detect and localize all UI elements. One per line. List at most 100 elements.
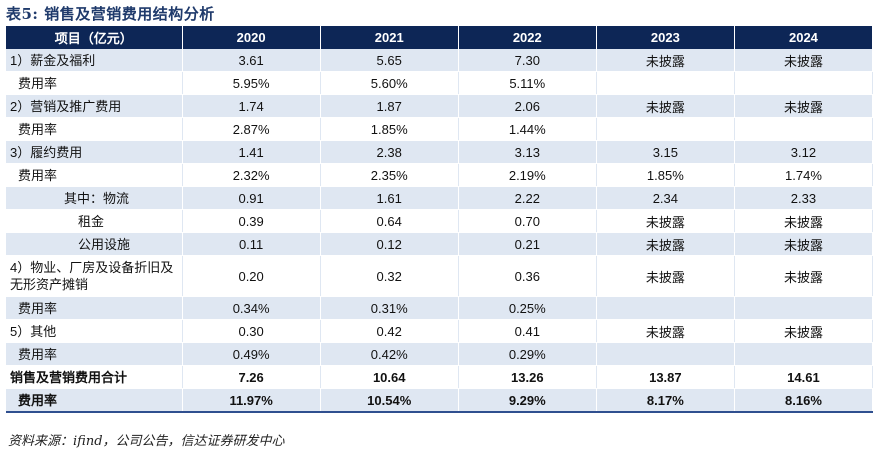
row-label: 4）物业、厂房及设备折旧及无形资产摊销	[6, 255, 183, 297]
cell: 未披露	[596, 49, 735, 72]
header-2020: 2020	[182, 26, 321, 49]
cell	[596, 117, 735, 141]
cell: 5.60%	[320, 71, 459, 95]
cell: 未披露	[596, 94, 735, 118]
table-row-total: 销售及营销费用合计 7.26 10.64 13.26 13.87 14.61	[6, 365, 874, 389]
cell: 1.41	[182, 140, 321, 164]
cell: 0.31%	[320, 296, 459, 320]
cell: 3.12	[734, 140, 874, 164]
cell: 2.33	[734, 186, 874, 210]
cell: 3.15	[596, 140, 735, 164]
table-row: 公用设施 0.11 0.12 0.21 未披露 未披露	[6, 232, 874, 256]
cell	[734, 71, 874, 95]
cell: 0.36	[458, 255, 597, 297]
cell	[734, 117, 874, 141]
cell: 14.61	[734, 365, 874, 389]
cell: 2.22	[458, 186, 597, 210]
row-label: 5）其他	[6, 319, 183, 343]
header-2023: 2023	[596, 26, 735, 49]
cell: 0.39	[182, 209, 321, 233]
table-row: 1）薪金及福利 3.61 5.65 7.30 未披露 未披露	[6, 49, 874, 72]
cell: 3.61	[182, 49, 321, 72]
cell: 0.21	[458, 232, 597, 256]
cell: 0.70	[458, 209, 597, 233]
row-label: 公用设施	[6, 232, 183, 256]
cell: 2.19%	[458, 163, 597, 187]
cell: 1.85%	[320, 117, 459, 141]
source-note: 资料来源：ifind，公司公告，信达证券研发中心	[8, 434, 285, 449]
cell: 11.97%	[182, 388, 321, 413]
table-row: 费用率 2.87% 1.85% 1.44%	[6, 117, 874, 141]
table-header-row: 项目（亿元） 2020 2021 2022 2023 2024	[6, 26, 874, 49]
cell: 8.17%	[596, 388, 735, 413]
cell	[734, 296, 874, 320]
cell: 1.87	[320, 94, 459, 118]
cell: 2.87%	[182, 117, 321, 141]
cell: 0.32	[320, 255, 459, 297]
table-row: 费用率 0.49% 0.42% 0.29%	[6, 342, 874, 366]
cell: 2.32%	[182, 163, 321, 187]
header-2024: 2024	[734, 26, 874, 49]
header-2021: 2021	[320, 26, 459, 49]
header-2022: 2022	[458, 26, 597, 49]
cell: 未披露	[596, 319, 735, 343]
table-caption: 表5: 销售及营销费用结构分析	[6, 5, 215, 23]
cell: 1.74%	[734, 163, 874, 187]
row-label: 费用率	[6, 296, 183, 320]
row-label: 其中：物流	[6, 186, 183, 210]
cell: 未披露	[734, 94, 874, 118]
cell: 2.06	[458, 94, 597, 118]
cell: 0.42%	[320, 342, 459, 366]
cell: 5.65	[320, 49, 459, 72]
row-label: 费用率	[6, 342, 183, 366]
table-row: 其中：物流 0.91 1.61 2.22 2.34 2.33	[6, 186, 874, 210]
cell: 1.44%	[458, 117, 597, 141]
cell: 未披露	[734, 209, 874, 233]
row-label: 费用率	[6, 71, 183, 95]
table-row: 2）营销及推广费用 1.74 1.87 2.06 未披露 未披露	[6, 94, 874, 118]
cell: 2.35%	[320, 163, 459, 187]
row-label: 租金	[6, 209, 183, 233]
table-row: 费用率 0.34% 0.31% 0.25%	[6, 296, 874, 320]
cell: 0.12	[320, 232, 459, 256]
cell	[596, 342, 735, 366]
cell: 未披露	[734, 232, 874, 256]
cell: 0.49%	[182, 342, 321, 366]
cell: 7.26	[182, 365, 321, 389]
row-label: 3）履约费用	[6, 140, 183, 164]
cell: 未披露	[734, 255, 874, 297]
cell	[734, 342, 874, 366]
cell: 0.42	[320, 319, 459, 343]
table-row: 3）履约费用 1.41 2.38 3.13 3.15 3.12	[6, 140, 874, 164]
row-label: 费用率	[6, 388, 183, 413]
row-label: 费用率	[6, 117, 183, 141]
cell: 10.54%	[320, 388, 459, 413]
cell: 9.29%	[458, 388, 597, 413]
table-row: 租金 0.39 0.64 0.70 未披露 未披露	[6, 209, 874, 233]
cell: 0.25%	[458, 296, 597, 320]
row-label: 销售及营销费用合计	[6, 365, 183, 389]
cell: 0.91	[182, 186, 321, 210]
header-item: 项目（亿元）	[6, 26, 183, 49]
cell: 1.85%	[596, 163, 735, 187]
row-label: 2）营销及推广费用	[6, 94, 183, 118]
cell: 13.26	[458, 365, 597, 389]
table-row-total-rate: 费用率 11.97% 10.54% 9.29% 8.17% 8.16%	[6, 388, 874, 413]
cell: 未披露	[596, 209, 735, 233]
cell: 1.61	[320, 186, 459, 210]
cell	[596, 296, 735, 320]
row-label: 费用率	[6, 163, 183, 187]
table-row: 费用率 2.32% 2.35% 2.19% 1.85% 1.74%	[6, 163, 874, 187]
cell: 7.30	[458, 49, 597, 72]
cell: 13.87	[596, 365, 735, 389]
cell: 0.41	[458, 319, 597, 343]
table-row: 费用率 5.95% 5.60% 5.11%	[6, 71, 874, 95]
cell: 2.34	[596, 186, 735, 210]
cell: 3.13	[458, 140, 597, 164]
cell: 5.11%	[458, 71, 597, 95]
row-label: 1）薪金及福利	[6, 49, 183, 72]
cell	[596, 71, 735, 95]
cell: 0.34%	[182, 296, 321, 320]
cell: 0.30	[182, 319, 321, 343]
cell: 0.11	[182, 232, 321, 256]
